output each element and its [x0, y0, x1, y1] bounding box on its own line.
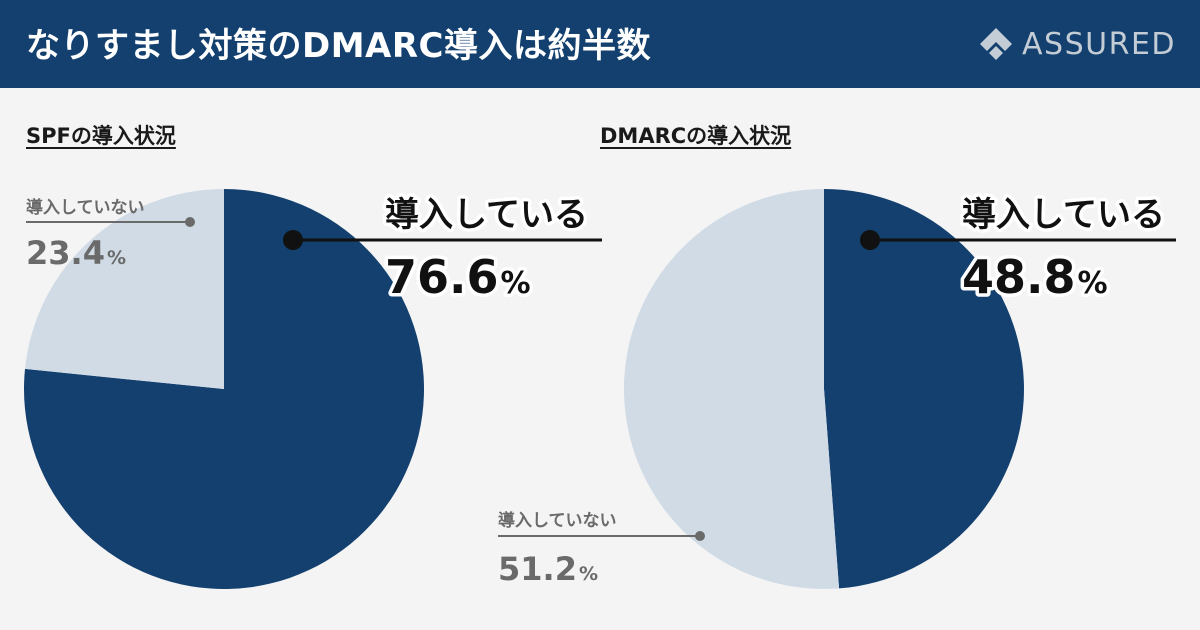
spf-not-implemented-leader-dot	[185, 217, 195, 227]
dmarc-slice-not-implemented	[623, 189, 840, 589]
dmarc-implemented-leader-dot	[860, 230, 880, 250]
brand-name: ASSURED	[1022, 26, 1176, 62]
dmarc-chart-title: DMARCの導入状況	[600, 124, 792, 148]
spf-implemented-value: 76.6%	[385, 250, 531, 304]
dmarc-not-implemented-leader-dot	[695, 531, 705, 541]
dmarc-slices	[623, 189, 1024, 589]
dmarc-slice-implemented	[824, 189, 1024, 589]
dmarc-implemented-value: 48.8%	[962, 250, 1108, 304]
spf-implemented-leader-dot	[283, 230, 303, 250]
dmarc-implemented-label: 導入している	[962, 195, 1165, 235]
brand-logo-icon	[980, 28, 1013, 60]
dmarc-not-implemented-value: 51.2%	[498, 550, 598, 588]
spf-not-implemented-value: 23.4%	[26, 234, 126, 272]
spf-implemented-label: 導入している	[385, 195, 588, 235]
spf-pie-chart: 導入している 76.6% 導入していない 23.4%	[24, 189, 602, 590]
dmarc-not-implemented-label: 導入していない	[498, 510, 617, 531]
spf-slice-not-implemented	[25, 189, 225, 389]
brand-logo: ASSURED	[978, 26, 1176, 62]
page-title: なりすまし対策のDMARC導入は約半数	[26, 26, 652, 66]
spf-not-implemented-label: 導入していない	[26, 197, 145, 218]
spf-slice-implemented	[24, 189, 425, 590]
dmarc-pie-chart: 導入している 48.8% 導入していない 51.2%	[498, 189, 1176, 589]
header-bar: なりすまし対策のDMARC導入は約半数 ASSURED	[0, 0, 1200, 88]
spf-slices	[24, 189, 425, 590]
spf-chart-title: SPFの導入状況	[26, 124, 176, 148]
